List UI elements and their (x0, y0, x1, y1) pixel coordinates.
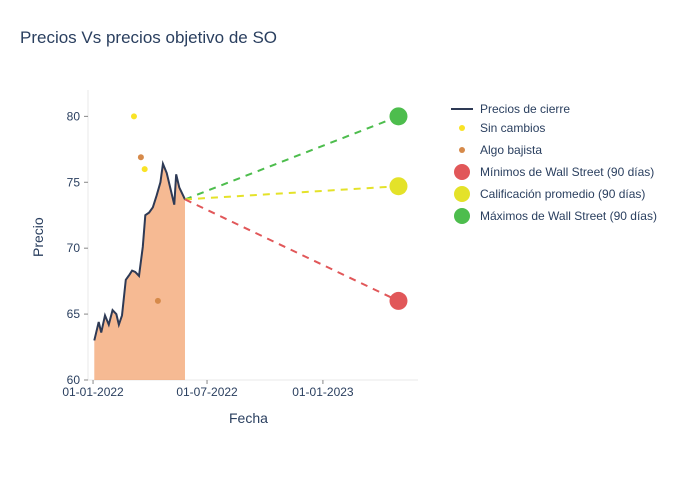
svg-text:70: 70 (67, 241, 81, 255)
legend-label: Máximos de Wall Street (90 días) (480, 209, 657, 223)
point-sin_cambios (142, 166, 148, 172)
svg-text:01-07-2022: 01-07-2022 (176, 385, 238, 399)
chart-plot: 606570758001-01-202201-07-202201-01-2023 (0, 0, 700, 500)
legend-swatch (450, 140, 474, 160)
legend-swatch (450, 162, 474, 182)
legend-item[interactable]: Sin cambios (450, 118, 657, 138)
forecast-line-avg (185, 186, 398, 199)
svg-text:80: 80 (67, 109, 81, 123)
legend-swatch (450, 118, 474, 138)
svg-text:65: 65 (67, 307, 81, 321)
legend-item[interactable]: Máximos de Wall Street (90 días) (450, 206, 657, 226)
svg-text:01-01-2023: 01-01-2023 (292, 385, 354, 399)
point-algo_bajista (138, 154, 144, 160)
legend-item[interactable]: Calificación promedio (90 días) (450, 184, 657, 204)
forecast-line-max (185, 116, 398, 199)
forecast-dot-avg (389, 177, 407, 195)
forecast-dot-min (389, 292, 407, 310)
legend-swatch (450, 103, 474, 115)
svg-text:75: 75 (67, 175, 81, 189)
legend: Precios de cierre Sin cambios Algo bajista… (450, 102, 657, 228)
forecast-line-min (185, 199, 398, 301)
legend-label: Algo bajista (480, 143, 542, 157)
legend-label: Calificación promedio (90 días) (480, 187, 645, 201)
legend-label: Precios de cierre (480, 102, 570, 116)
legend-label: Mínimos de Wall Street (90 días) (480, 165, 654, 179)
legend-item[interactable]: Algo bajista (450, 140, 657, 160)
svg-text:01-01-2022: 01-01-2022 (62, 385, 124, 399)
point-sin_cambios (131, 113, 137, 119)
point-algo_bajista (155, 298, 161, 304)
legend-item[interactable]: Mínimos de Wall Street (90 días) (450, 162, 657, 182)
legend-label: Sin cambios (480, 121, 545, 135)
legend-item[interactable]: Precios de cierre (450, 102, 657, 116)
legend-swatch (450, 206, 474, 226)
forecast-dot-max (389, 107, 407, 125)
legend-swatch (450, 184, 474, 204)
